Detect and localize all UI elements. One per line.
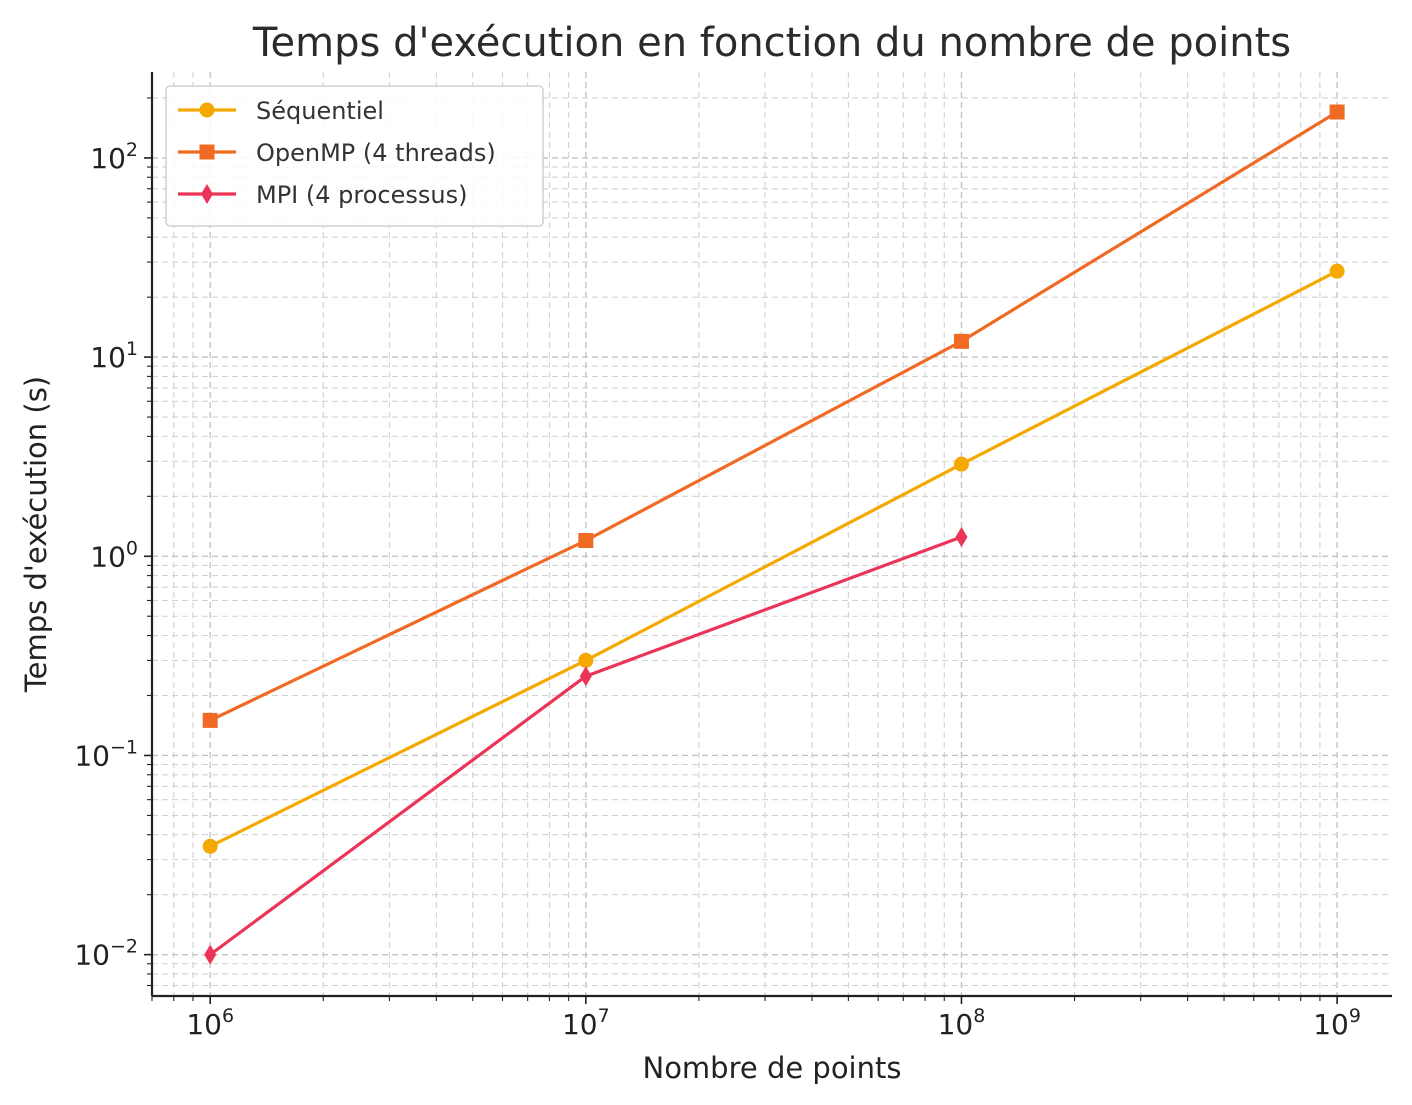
y-tick-label: 102 bbox=[90, 139, 138, 175]
y-tick-base: 10 bbox=[90, 540, 126, 573]
data-point bbox=[578, 533, 594, 549]
y-tick-exponent: −1 bbox=[110, 736, 138, 758]
series-diamond bbox=[204, 526, 968, 965]
y-tick-exponent: 1 bbox=[126, 338, 138, 360]
x-tick-base: 10 bbox=[562, 1008, 598, 1041]
series-square bbox=[202, 104, 1345, 728]
y-tick-base: 10 bbox=[90, 142, 126, 175]
y-tick-label: 10−1 bbox=[74, 736, 138, 772]
x-tick-exponent: 7 bbox=[598, 1005, 610, 1027]
x-tick-label: 107 bbox=[562, 1005, 610, 1041]
axes bbox=[150, 72, 1392, 998]
series-line bbox=[209, 269, 1338, 848]
x-tick-label: 109 bbox=[1313, 1005, 1361, 1041]
y-tick-label: 100 bbox=[90, 537, 138, 573]
data-point bbox=[579, 666, 592, 687]
legend-marker bbox=[199, 102, 215, 118]
x-tick-exponent: 9 bbox=[1349, 1005, 1361, 1027]
y-tick-exponent: −2 bbox=[110, 936, 138, 958]
x-axis-label: Nombre de points bbox=[643, 1051, 902, 1085]
x-tick-label: 106 bbox=[186, 1005, 234, 1041]
x-tick-base: 10 bbox=[1313, 1008, 1349, 1041]
legend-box bbox=[165, 85, 544, 227]
x-tick-base: 10 bbox=[938, 1008, 974, 1041]
data-point bbox=[578, 652, 594, 668]
legend-label: Séquentiel bbox=[256, 97, 384, 125]
data-point bbox=[955, 526, 968, 547]
x-tick-exponent: 6 bbox=[222, 1005, 234, 1027]
x-tick-base: 10 bbox=[186, 1008, 222, 1041]
data-point bbox=[202, 712, 218, 728]
legend-marker bbox=[201, 184, 213, 204]
y-tick-label: 10−2 bbox=[74, 936, 138, 972]
x-tick-label: 108 bbox=[938, 1005, 986, 1041]
data-point bbox=[202, 838, 218, 854]
y-tick-base: 10 bbox=[90, 341, 126, 374]
data-point bbox=[204, 944, 217, 965]
y-axis-label: Temps d'exécution (s) bbox=[19, 376, 53, 693]
y-tick-label: 101 bbox=[90, 338, 138, 374]
chart-title: Temps d'exécution en fonction du nombre … bbox=[252, 20, 1291, 66]
legend-label: MPI (4 processus) bbox=[256, 181, 467, 209]
series-circle bbox=[202, 263, 1345, 854]
data-point bbox=[953, 333, 969, 349]
data-point bbox=[1329, 263, 1345, 279]
data-point bbox=[1329, 104, 1345, 120]
y-tick-exponent: 2 bbox=[126, 139, 138, 161]
series-layer bbox=[202, 104, 1345, 965]
legend: Séquentiel OpenMP (4 threads) MPI (4 proce… bbox=[165, 85, 544, 227]
y-tick-base: 10 bbox=[74, 739, 110, 772]
data-point bbox=[953, 456, 969, 472]
legend-marker bbox=[199, 144, 215, 160]
y-tick-exponent: 0 bbox=[126, 537, 138, 559]
series-line bbox=[209, 110, 1338, 722]
legend-label: OpenMP (4 threads) bbox=[256, 139, 496, 167]
y-tick-base: 10 bbox=[74, 939, 110, 972]
x-tick-exponent: 8 bbox=[973, 1005, 985, 1027]
